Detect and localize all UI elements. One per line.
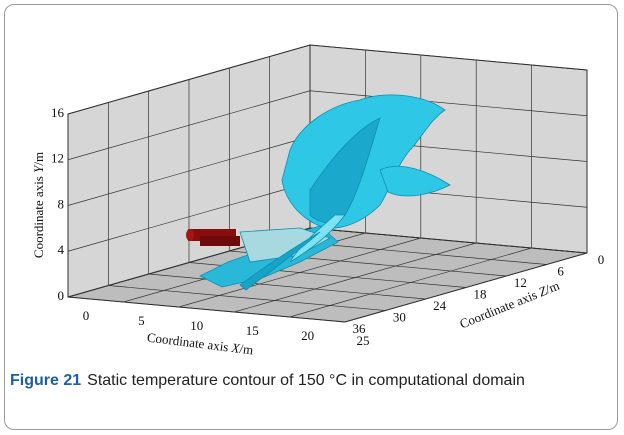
caption: Figure 21 Static temperature contour of 1… <box>10 369 606 393</box>
z-tick-label: 36 <box>353 321 367 336</box>
x-tick-label: 5 <box>138 313 145 328</box>
grid-line <box>309 227 588 254</box>
surface-edge <box>289 214 346 263</box>
axis-title-unit: /m <box>239 341 254 358</box>
y-axis-title: Coordinate axis Y/m <box>31 152 46 258</box>
axis-title-var: X <box>230 340 242 356</box>
y-tick-label: 0 <box>58 288 65 303</box>
caption-label: Figure 21 <box>10 372 82 389</box>
y-tick-label: 16 <box>51 105 65 120</box>
x-axis-title: Coordinate axis X/m <box>146 330 254 358</box>
y-tick-label: 8 <box>58 196 65 211</box>
x-tick-label: 20 <box>301 328 314 343</box>
z-tick-label: 6 <box>557 263 564 278</box>
z-tick-label: 30 <box>393 309 406 324</box>
isosurface <box>199 94 451 291</box>
y-tick-label: 12 <box>51 151 64 166</box>
x-tick-label: 0 <box>83 308 90 323</box>
z-tick-label: 0 <box>598 252 605 267</box>
grid-line <box>108 285 386 311</box>
axis-title-main: Coordinate axis <box>146 330 229 355</box>
x-tick-label: 25 <box>357 333 370 348</box>
pipe-end <box>186 229 194 241</box>
surface-sheet <box>239 227 331 263</box>
y-tick-label: 4 <box>58 242 65 257</box>
x-tick-label: 10 <box>190 318 203 333</box>
axis-title-var: Y <box>31 164 46 173</box>
axis-title-unit: /m <box>31 152 46 166</box>
z-tick-label: 12 <box>514 275 527 290</box>
z-tick-label: 24 <box>433 298 447 313</box>
pipe <box>186 229 240 246</box>
pipe-body <box>200 236 240 246</box>
figure-frame <box>4 4 618 430</box>
labels: 0 5 10 15 20 25 0 4 8 12 16 0 6 12 18 24 30 36 <box>51 105 604 348</box>
grid-line <box>309 90 588 117</box>
z-tick-label: 18 <box>474 286 487 301</box>
axis-title-main: Coordinate axis <box>457 287 539 332</box>
x-tick-label: 15 <box>246 323 259 338</box>
surface-tail <box>239 231 321 291</box>
grid-line <box>148 273 426 300</box>
axis-title-main: Coordinate axis <box>31 176 46 258</box>
surface-lobe <box>379 165 451 197</box>
axis-title-unit: /m <box>543 278 561 297</box>
grid-line <box>67 296 346 323</box>
grid-line <box>309 44 588 71</box>
caption-text: Static temperature contour of 150 °C in … <box>87 372 525 389</box>
